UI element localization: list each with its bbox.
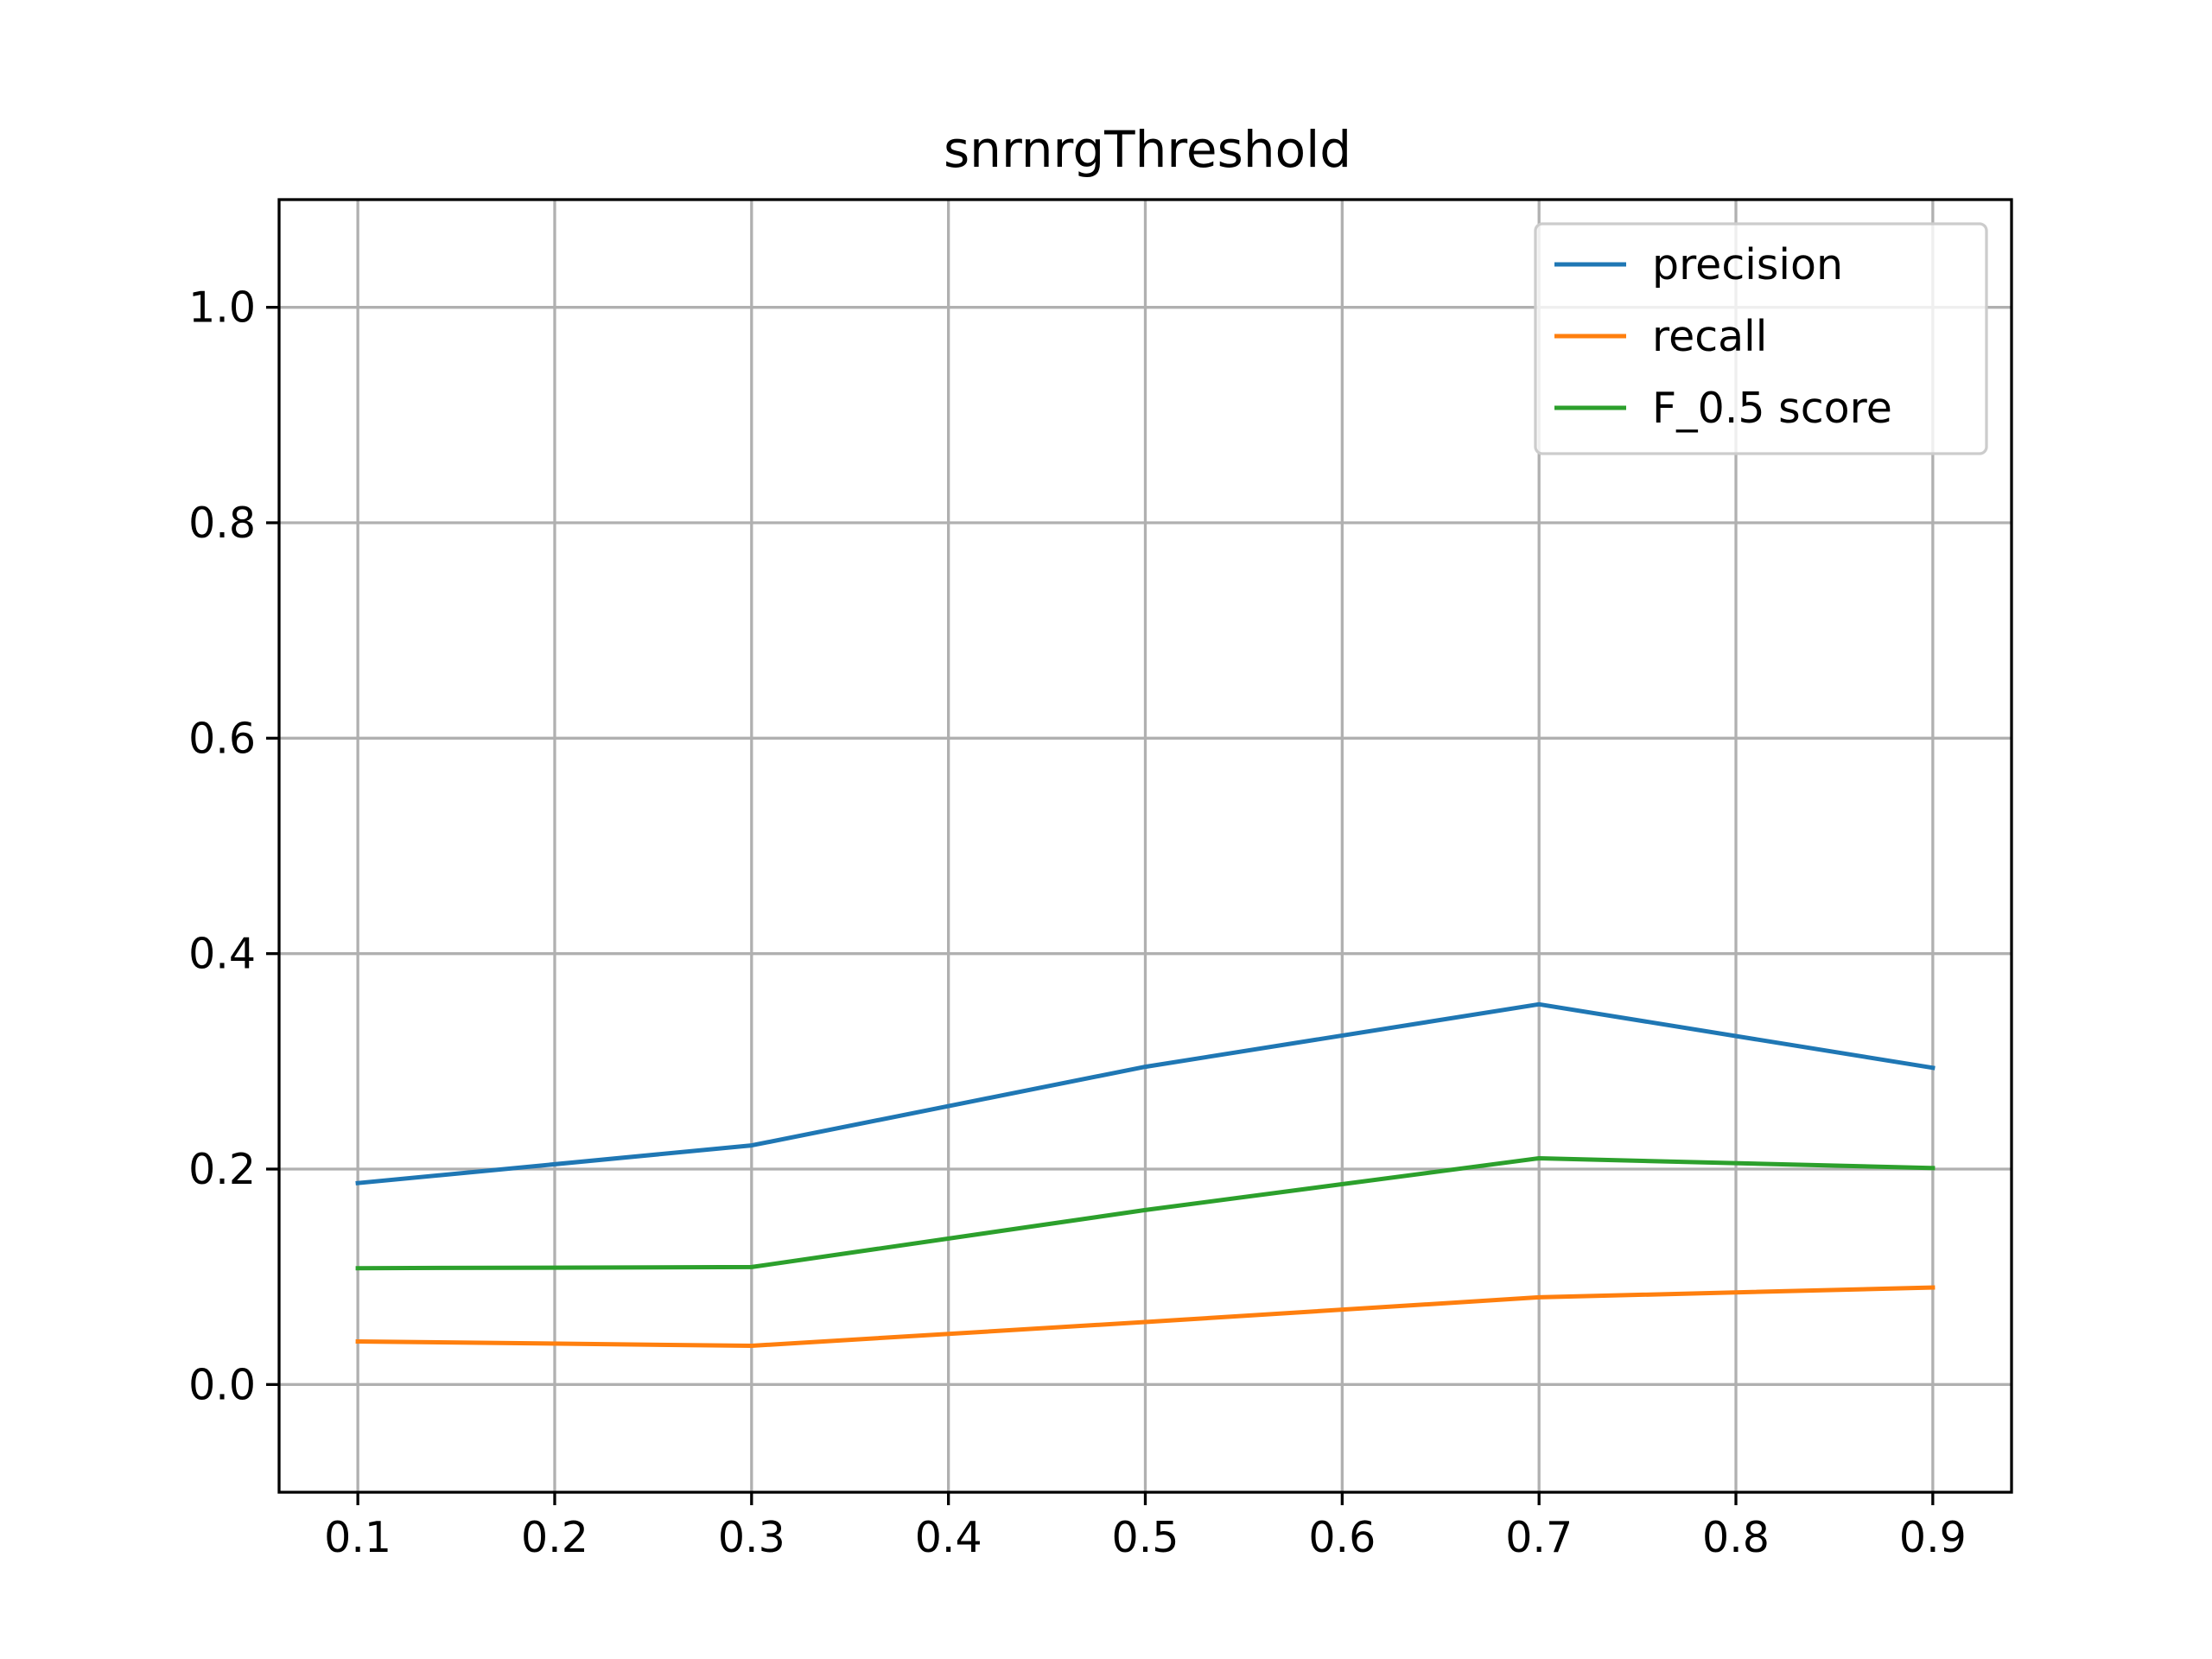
y-tick-label: 0.8 [188, 499, 256, 548]
y-tick-label: 0.2 [188, 1145, 256, 1194]
y-tick-label: 0.6 [188, 714, 256, 763]
y-tick-label: 0.0 [188, 1360, 256, 1409]
x-tick-label: 0.7 [1505, 1513, 1573, 1562]
x-tick-label: 0.5 [1112, 1513, 1179, 1562]
x-tick-label: 0.9 [1899, 1513, 1967, 1562]
x-tick-label: 0.4 [915, 1513, 982, 1562]
x-tick-label: 0.3 [718, 1513, 785, 1562]
legend-label: F_0.5 score [1652, 384, 1892, 433]
series-line-2 [355, 1156, 1936, 1271]
y-tick-label: 0.4 [188, 930, 256, 979]
plot-lines [355, 1001, 1936, 1348]
legend-label: recall [1652, 312, 1767, 361]
series-line-1 [355, 1285, 1936, 1348]
y-tick-label: 1.0 [188, 283, 256, 333]
axis-ticks: 0.1 0.2 0.3 0.4 0.5 0.6 0.7 0.8 0.9 0.0 0.2 0.4 0.6 0… [188, 283, 1967, 1562]
series-line-0 [355, 1001, 1936, 1185]
x-tick-label: 0.1 [324, 1513, 391, 1562]
x-tick-label: 0.8 [1702, 1513, 1770, 1562]
legend-label: precision [1652, 240, 1843, 289]
x-tick-label: 0.2 [521, 1513, 588, 1562]
legend-box [1534, 222, 1988, 455]
chart-title: snrnrgThreshold [944, 120, 1351, 179]
x-tick-label: 0.6 [1308, 1513, 1376, 1562]
legend: precision recall F_0.5 score [1534, 222, 1988, 455]
